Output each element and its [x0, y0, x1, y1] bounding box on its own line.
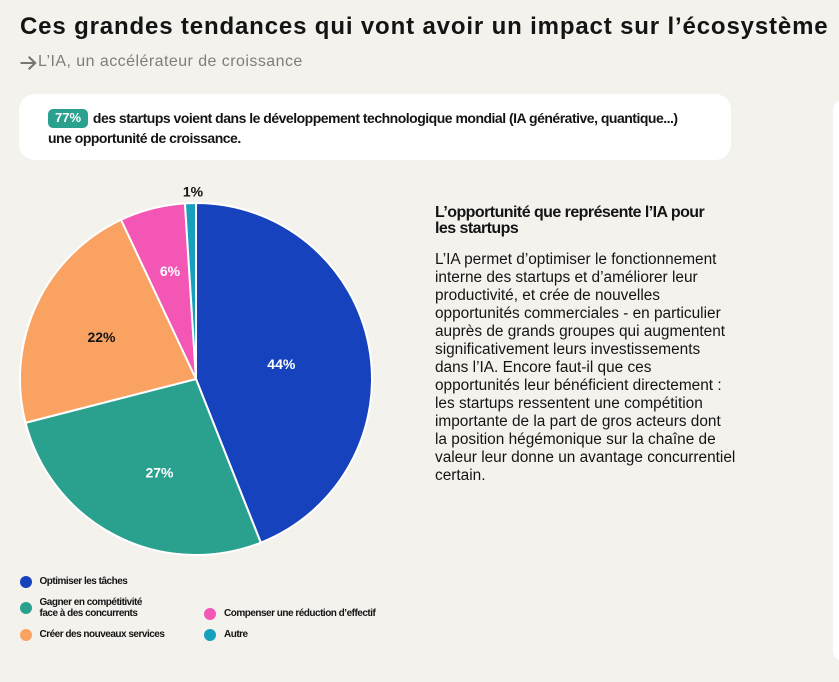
svg-text:1%: 1%: [183, 184, 204, 200]
svg-text:27%: 27%: [145, 465, 174, 481]
svg-text:6%: 6%: [160, 263, 181, 279]
svg-text:22%: 22%: [87, 329, 116, 345]
svg-text:44%: 44%: [267, 356, 296, 372]
